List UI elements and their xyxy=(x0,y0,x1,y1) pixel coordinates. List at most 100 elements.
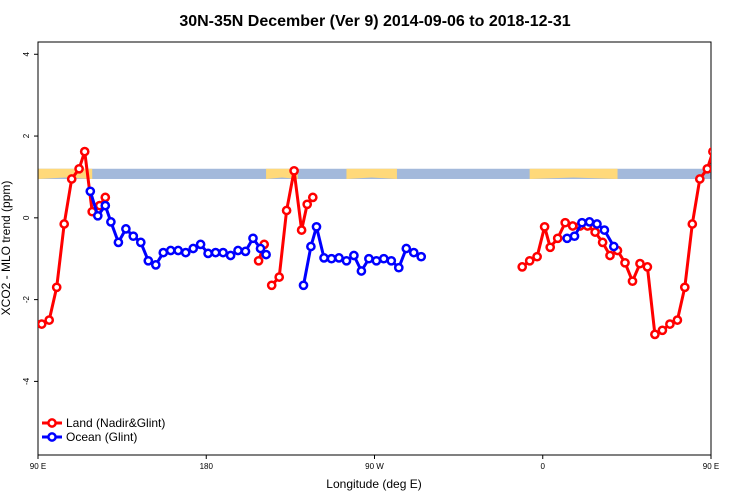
ocean-series-point xyxy=(386,255,397,266)
ocean-series-point xyxy=(319,253,329,263)
land-series-point xyxy=(51,282,62,293)
land-series-point xyxy=(517,262,528,272)
x-axis-label: Longitude (deg E) xyxy=(326,477,421,491)
ocean-series-point xyxy=(195,239,206,250)
land-series-point xyxy=(289,165,299,176)
land-series-point xyxy=(307,192,318,203)
land-series-point xyxy=(296,225,307,235)
land-series-point xyxy=(687,219,698,229)
legend-land: Land (Nadir&Glint) xyxy=(42,416,165,430)
ocean-series-point xyxy=(730,202,737,209)
land-series-point xyxy=(281,205,292,216)
land-series-point xyxy=(650,329,660,340)
ocean-series-point xyxy=(371,255,382,266)
x-tick-label: 90 E xyxy=(703,462,719,471)
land-series-point xyxy=(44,315,55,325)
ocean-series-point xyxy=(240,246,251,257)
land-series-point xyxy=(635,258,645,269)
ocean-series-point xyxy=(608,241,619,252)
ocean-series-point xyxy=(722,212,729,219)
land-series-point xyxy=(724,202,731,209)
ocean-series-point xyxy=(378,253,389,264)
ocean-series-point xyxy=(248,233,258,244)
ocean-series-point xyxy=(577,217,587,228)
x-tick-label: 90 W xyxy=(365,462,384,471)
ocean-series-point xyxy=(261,249,271,260)
ocean-series-point xyxy=(334,253,344,263)
land-band-segment xyxy=(38,168,93,179)
land-series-point xyxy=(66,174,77,184)
land-series xyxy=(38,146,737,340)
legend-land-marker xyxy=(47,418,57,428)
land-series-point xyxy=(59,219,70,229)
ocean-series-point xyxy=(599,225,610,235)
land-series-point xyxy=(302,199,313,210)
ocean-series-point xyxy=(349,250,359,261)
ocean-series-point xyxy=(165,245,176,256)
land-series-point xyxy=(597,237,608,248)
land-series-point xyxy=(274,272,285,282)
ocean-series-point xyxy=(92,210,103,221)
ocean-series-point xyxy=(569,231,580,242)
chart-title: 30N-35N December (Ver 9) 2014-09-06 to 2… xyxy=(179,13,570,30)
ocean-series-point xyxy=(311,221,322,232)
land-series-point xyxy=(679,282,690,293)
ocean-series-point xyxy=(562,233,572,244)
y-axis-label: XCO2 - MLO trend (ppm) xyxy=(0,181,13,316)
ocean-series-point xyxy=(356,266,367,276)
land-series-point xyxy=(717,208,724,215)
ocean-series-point xyxy=(128,231,139,242)
ocean-series-point xyxy=(121,224,131,234)
land-series-point xyxy=(545,242,556,253)
ocean-series-point xyxy=(416,251,427,262)
x-tick-label: 90 E xyxy=(30,462,46,471)
legend-ocean-marker xyxy=(47,432,57,442)
ocean-series-point xyxy=(85,186,96,197)
ocean-series-point xyxy=(203,248,213,259)
land-series-point xyxy=(730,194,737,201)
ocean-series-point xyxy=(326,253,337,264)
land-series-point xyxy=(74,163,84,174)
land-band-segment xyxy=(726,169,750,179)
ocean-series-point xyxy=(158,247,169,258)
y-tick-label: 4 xyxy=(22,51,31,56)
ocean-series-point xyxy=(735,218,742,225)
ocean-series-line xyxy=(719,191,750,265)
land-series-point xyxy=(560,217,571,228)
ocean-series-point xyxy=(218,247,228,258)
land-series-point xyxy=(708,147,711,157)
land-series-point xyxy=(672,315,683,325)
ocean-series-point xyxy=(135,237,146,248)
ocean-series-point xyxy=(306,241,316,252)
land-band-segment xyxy=(529,168,618,179)
ocean-series-point xyxy=(592,219,602,229)
ocean-series-point xyxy=(143,255,154,266)
ocean-series-point xyxy=(364,253,374,264)
x-tick-label: 180 xyxy=(200,462,214,471)
land-band-segment xyxy=(346,168,397,179)
y-tick-label: 2 xyxy=(22,133,31,138)
land-series-point xyxy=(590,227,600,237)
ocean-series-point xyxy=(401,243,412,254)
land-series-point xyxy=(567,221,578,231)
land-ocean-band xyxy=(38,168,750,179)
ocean-series-point xyxy=(180,247,191,258)
ocean-series-point xyxy=(584,217,595,227)
ocean-series-point xyxy=(743,239,750,246)
ocean-series-point xyxy=(255,243,266,254)
land-series-point xyxy=(79,146,90,157)
ocean-series-point xyxy=(113,237,124,248)
y-tick-label: 0 xyxy=(22,215,31,220)
legend: Land (Nadir&Glint)Ocean (Glint) xyxy=(42,416,165,444)
ocean-series-point xyxy=(188,243,199,254)
land-series-point xyxy=(642,262,653,272)
ocean-series-point xyxy=(106,217,116,227)
series-group xyxy=(38,146,750,340)
land-series-point xyxy=(657,325,668,336)
land-series-point xyxy=(524,255,535,266)
legend-land-label: Land (Nadir&Glint) xyxy=(66,416,165,430)
land-series-point xyxy=(532,251,542,262)
ocean-series-point xyxy=(298,280,309,291)
land-series-point xyxy=(702,163,711,174)
